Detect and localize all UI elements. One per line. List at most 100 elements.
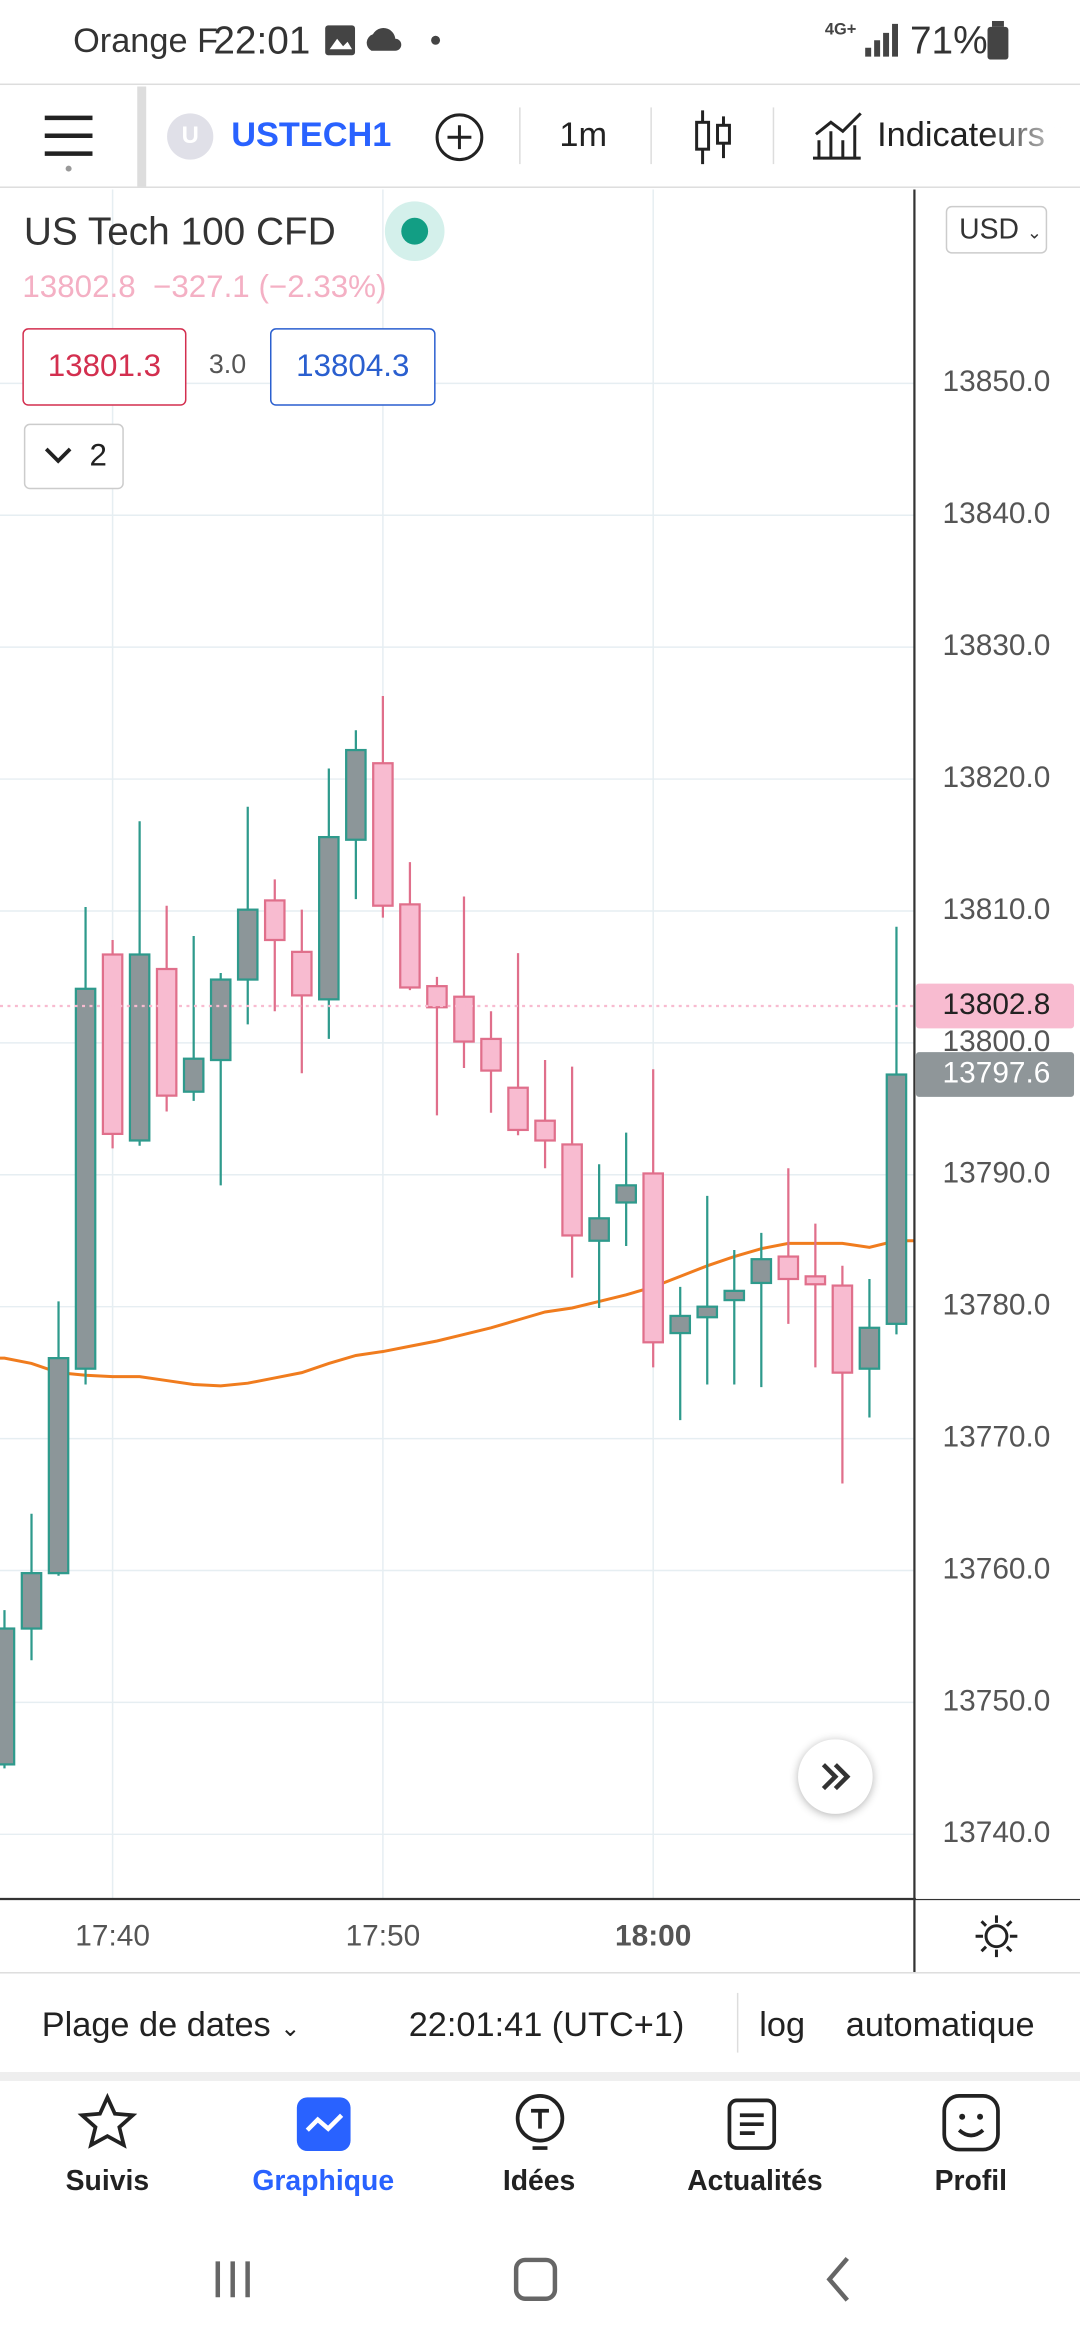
- auto-toggle[interactable]: automatique: [845, 2004, 1035, 2044]
- price-label: 13802.8: [943, 988, 1051, 1021]
- separator: [650, 107, 652, 165]
- candle-body: [0, 1627, 16, 1766]
- candle-body: [101, 953, 124, 1136]
- y-tick-label: 13760.0: [943, 1552, 1051, 1585]
- candle-body: [561, 1143, 583, 1237]
- nav-icon: [942, 2093, 1000, 2152]
- divider: [0, 1972, 1080, 1974]
- clock: 22:01: [213, 17, 311, 63]
- spread: 3.0: [208, 349, 247, 379]
- network: 4G+: [824, 20, 857, 39]
- nav-item[interactable]: Idées: [502, 2165, 576, 2198]
- add-button[interactable]: [433, 110, 487, 164]
- indicators-toggle[interactable]: 2: [23, 423, 124, 490]
- candle-body: [372, 762, 394, 907]
- y-tick-label: 13780.0: [943, 1289, 1051, 1322]
- candle-body: [399, 903, 421, 989]
- separator: [772, 107, 775, 165]
- status-icons: [325, 25, 441, 56]
- instrument-name: US Tech 100 CFD: [23, 208, 336, 254]
- candle-body: [426, 985, 448, 1009]
- last-price: 13802.8: [22, 269, 136, 305]
- market-status: [384, 201, 445, 262]
- symbol[interactable]: USTECH1: [231, 114, 392, 154]
- battery-icon: [987, 20, 1009, 60]
- candle-body: [507, 1086, 529, 1132]
- currency-button[interactable]: USD ⌄: [945, 205, 1048, 254]
- nav-item[interactable]: Suivis: [65, 2165, 150, 2198]
- y-tick-label: 13830.0: [943, 629, 1051, 662]
- y-tick-label: 13750.0: [943, 1684, 1051, 1717]
- currency: USD: [959, 214, 1020, 247]
- candle-body: [155, 967, 178, 1097]
- candle-body: [831, 1284, 854, 1374]
- fade: [984, 89, 1080, 182]
- axis-bg: [915, 189, 1080, 1899]
- price-label-bg: [915, 1052, 1075, 1097]
- nav-icon: [727, 2098, 777, 2150]
- candle-body: [209, 978, 232, 1062]
- signal: [865, 23, 899, 57]
- nav-item[interactable]: Actualités: [687, 2165, 823, 2198]
- date-range-button[interactable]: Plage de dates ⌄: [41, 2004, 301, 2044]
- candle-body: [20, 1572, 43, 1630]
- candle-body: [588, 1217, 610, 1242]
- candle-body: [236, 908, 259, 981]
- nav-item[interactable]: Graphique: [252, 2165, 395, 2198]
- candle-body: [777, 1255, 800, 1281]
- candle-body: [750, 1258, 773, 1285]
- scroll-latest-button[interactable]: [798, 1739, 873, 1814]
- interval[interactable]: 1m: [559, 114, 608, 154]
- carrier: Orange F: [73, 20, 219, 60]
- y-tick-label: 13770.0: [943, 1420, 1051, 1453]
- candle-body: [885, 1073, 908, 1325]
- quote: 13802.8 −327.1 (−2.33%): [22, 270, 386, 306]
- y-tick-label: 13850.0: [943, 365, 1051, 398]
- x-tick-label: 18:00: [615, 1920, 691, 1953]
- candle-body: [534, 1119, 556, 1142]
- candle-body: [858, 1326, 881, 1370]
- menu-button[interactable]: [42, 112, 96, 172]
- candle-body: [804, 1275, 827, 1286]
- candle-body: [74, 987, 97, 1370]
- price-label: 13797.6: [943, 1056, 1051, 1089]
- price-label-bg: [915, 983, 1075, 1029]
- y-tick-label: 13840.0: [943, 497, 1051, 530]
- indicators-icon: [812, 112, 862, 160]
- divider: [0, 2071, 1080, 2081]
- candle-body: [263, 899, 286, 942]
- candle-body: [47, 1357, 70, 1575]
- separator: [519, 107, 521, 165]
- date-range: Plage de dates: [41, 2004, 271, 2044]
- candle-body: [290, 950, 313, 997]
- moving-average: [0, 1239, 915, 1388]
- nav-item[interactable]: Profil: [934, 2165, 1008, 2198]
- divider: [0, 186, 1080, 188]
- chart-type-button[interactable]: [689, 107, 737, 167]
- battery: 71%: [909, 17, 988, 63]
- separator: [736, 1992, 739, 2053]
- timestamp: 22:01:41 (UTC+1): [408, 2004, 685, 2044]
- candle-body: [669, 1314, 692, 1335]
- settings-button[interactable]: [973, 1912, 1021, 1960]
- candle-body: [345, 748, 367, 841]
- change: −327.1: [153, 269, 250, 305]
- candle-body: [642, 1172, 665, 1344]
- sell-button[interactable]: 13801.3: [22, 328, 187, 406]
- y-tick-label: 13820.0: [943, 761, 1051, 794]
- symbol-badge: U: [167, 113, 214, 160]
- change-percent: (−2.33%): [258, 269, 387, 305]
- log-toggle[interactable]: log: [759, 2004, 806, 2044]
- candle-body: [615, 1184, 637, 1204]
- indicators-count: 2: [89, 438, 107, 473]
- divider: [0, 83, 1080, 86]
- candle-body: [182, 1057, 205, 1093]
- nav-icon: [515, 2093, 565, 2150]
- candle-body: [480, 1037, 502, 1072]
- nav-icon: [77, 2092, 138, 2149]
- buy-button[interactable]: 13804.3: [269, 328, 436, 406]
- candle-body: [318, 835, 340, 1001]
- y-tick-label: 13740.0: [943, 1816, 1051, 1849]
